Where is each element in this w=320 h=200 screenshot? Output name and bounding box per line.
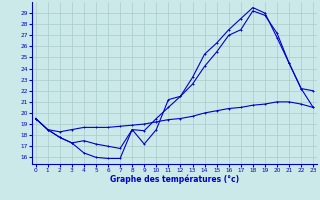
X-axis label: Graphe des températures (°c): Graphe des températures (°c) (110, 175, 239, 184)
